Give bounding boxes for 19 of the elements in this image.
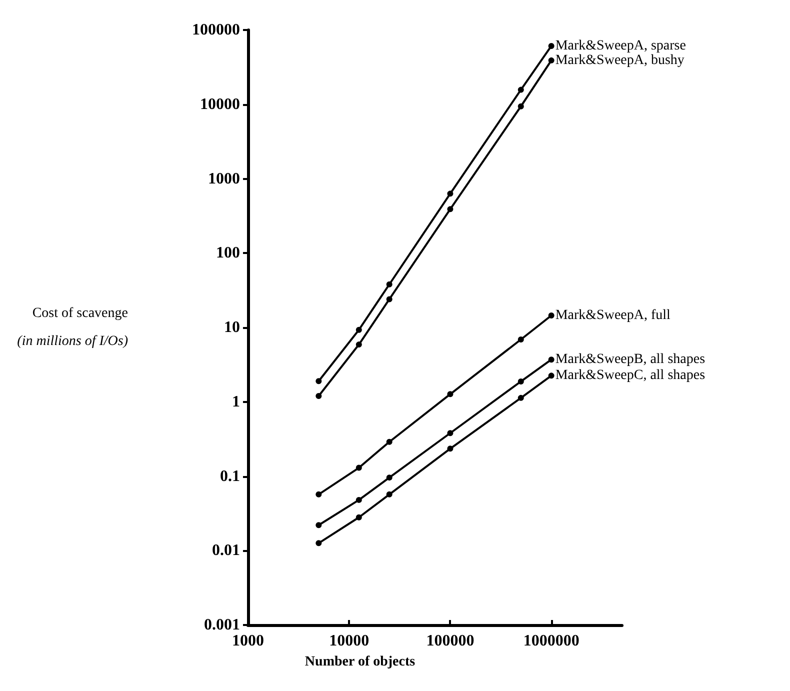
series-label: Mark&SweepA, sparse <box>555 38 686 54</box>
y-tick-label: 10 <box>224 319 240 336</box>
y-tick-label: 1 <box>232 393 240 410</box>
x-axis-title: Number of objects <box>304 654 416 670</box>
y-axis-title: Cost of scavenge (in millions of I/Os) <box>17 306 128 349</box>
series-label: Mark&SweepA, full <box>555 308 671 323</box>
y-tick-label: 100000 <box>192 22 240 38</box>
x-tick-label: 100000 <box>426 632 474 650</box>
x-tick-label: 10000 <box>329 632 370 650</box>
series-label: Mark&SweepC, all shapes <box>555 368 706 384</box>
y-tick-label: 0.001 <box>204 616 240 634</box>
series-label: Mark&SweepB, all shapes <box>555 352 706 368</box>
series-label: Mark&SweepA, bushy <box>555 52 684 68</box>
y-tick-label: 10000 <box>200 96 240 113</box>
y-tick-label: 100 <box>216 244 240 262</box>
y-tick-label: 1000 <box>208 170 240 188</box>
x-tick-label: 1000000 <box>523 632 580 650</box>
y-tick-label: 0.1 <box>220 468 240 485</box>
y-tick-label: 0.01 <box>212 542 240 560</box>
